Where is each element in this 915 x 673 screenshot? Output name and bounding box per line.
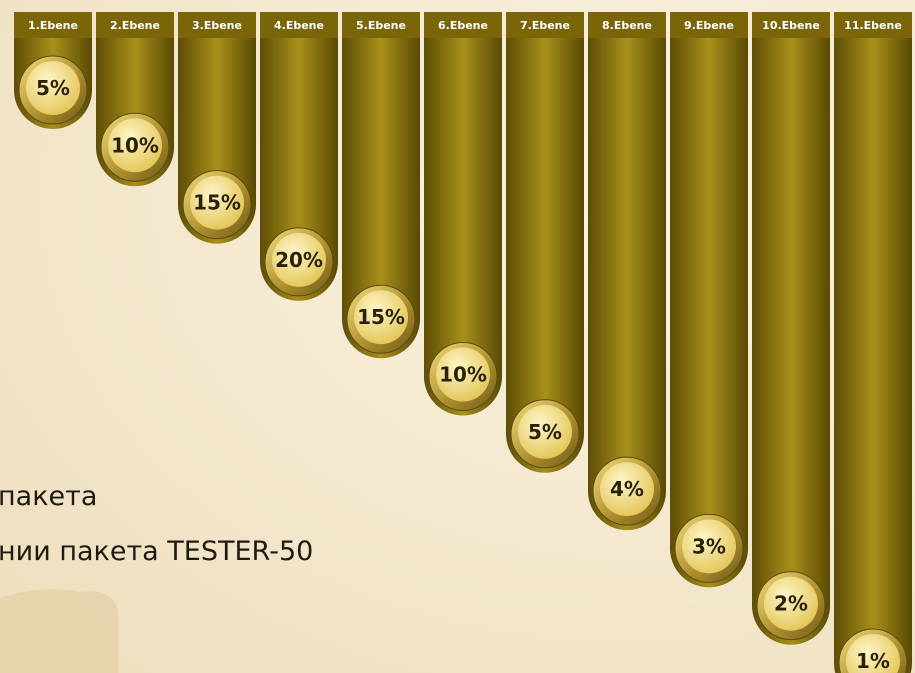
level-label: 5.Ebene (356, 19, 406, 32)
percent-label: 2% (774, 592, 808, 616)
level-label: 11.Ebene (844, 19, 902, 32)
paper-shape (0, 590, 118, 673)
percent-label: 5% (36, 76, 70, 100)
level-label: 10.Ebene (762, 19, 820, 32)
level-label: 8.Ebene (602, 19, 652, 32)
level-label: 3.Ebene (192, 19, 242, 32)
percent-label: 5% (528, 420, 562, 444)
level-column (588, 12, 666, 530)
level-column (670, 12, 748, 587)
level-label: 2.Ebene (110, 19, 160, 32)
percent-label: 4% (610, 477, 644, 501)
percent-label: 1% (856, 649, 890, 673)
level-label: 4.Ebene (274, 19, 324, 32)
level-label: 7.Ebene (520, 19, 570, 32)
percent-label: 15% (193, 191, 241, 215)
slide: 1.Ebene 5% 2.Ebene 10% 3.Ebene 15% 4.Ebene 20% 5… (0, 0, 915, 673)
percent-label: 20% (275, 248, 323, 272)
percent-label: 10% (439, 363, 487, 387)
level-column (752, 12, 830, 645)
percent-label: 10% (111, 133, 159, 157)
percent-label: 3% (692, 534, 726, 558)
level-label: 6.Ebene (438, 19, 488, 32)
text-line: пакета (0, 481, 97, 512)
level-column (834, 12, 912, 673)
percent-label: 15% (357, 305, 405, 329)
level-label: 9.Ebene (684, 19, 734, 32)
level-label: 1.Ebene (28, 19, 78, 32)
page: 1.Ebene 5% 2.Ebene 10% 3.Ebene 15% 4.Ebene 20% 5… (0, 0, 915, 673)
text-line: нии пакета TESTER-50 (0, 536, 313, 567)
